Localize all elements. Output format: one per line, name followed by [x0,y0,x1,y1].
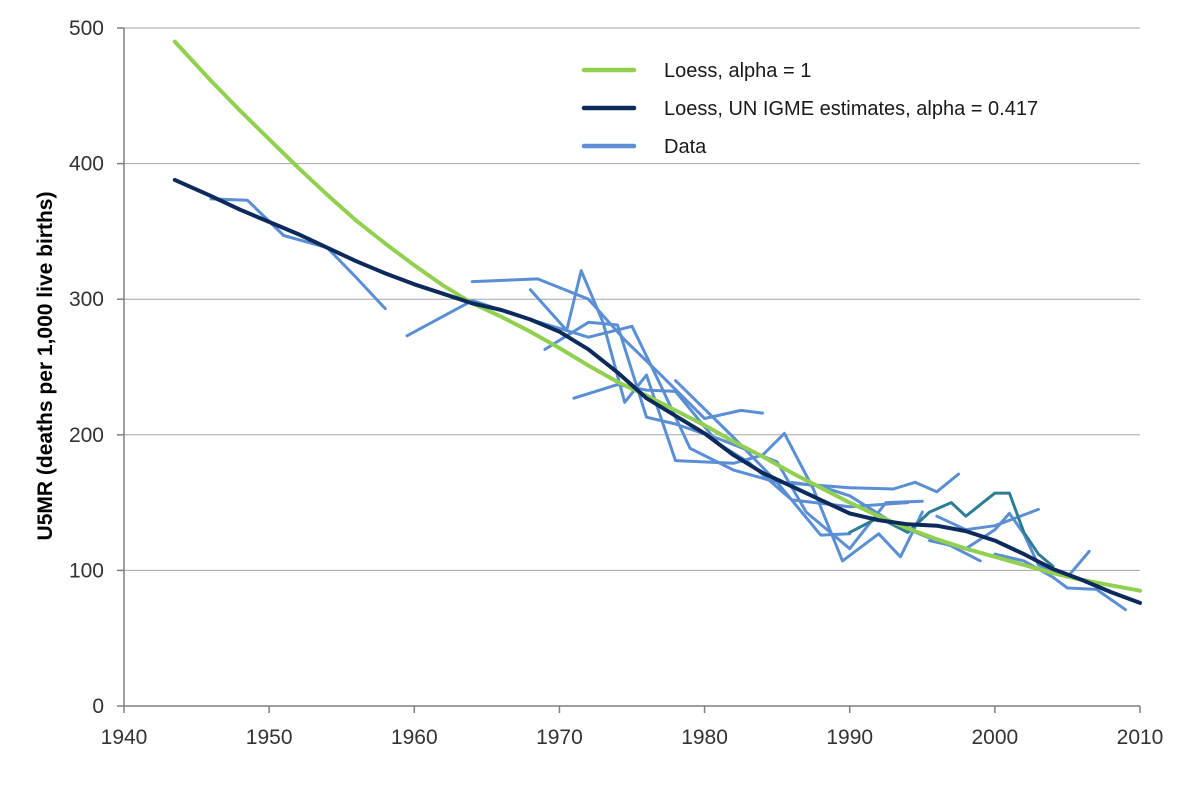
x-tick-label: 1960 [391,726,438,749]
data-series-line [935,507,1040,532]
y-tick-label: 300 [69,288,104,311]
data-series-line [405,299,852,537]
y-tick-label: 500 [69,17,104,40]
y-tick-label: 0 [92,695,104,718]
legend-label: Loess, UN IGME estimates, alpha = 0.417 [664,98,1038,120]
legend: Loess, alpha = 1 Loess, UN IGME estimates… [581,60,1038,158]
legend-label: Data [664,136,707,158]
y-axis-title: U5MR (deaths per 1,000 live births) [34,192,57,541]
x-tick-label: 1950 [246,726,293,749]
x-tick-label: 1990 [826,726,873,749]
y-tick-label: 100 [69,559,104,582]
x-tick-label: 1980 [681,726,728,749]
data-series-line [543,320,924,551]
x-tick-label: 2010 [1117,726,1164,749]
series-lines [172,39,1142,612]
data-series-line [993,552,1127,612]
y-tick-label: 200 [69,424,104,447]
legend-label: Loess, alpha = 1 [664,60,811,82]
data-series-line [470,277,765,420]
loess-igme-line [172,177,1142,605]
axes: 0 100 200 300 400 500 1940 1950 1960 1970 1980 1990… [69,17,1163,749]
x-tick-label: 2000 [971,726,1018,749]
y-tick-label: 400 [69,153,104,176]
data-series-line [209,197,387,311]
loess-alpha1-line [172,39,1142,593]
x-tick-label: 1970 [536,726,583,749]
data-series-line [848,491,1055,568]
data-series-line [528,269,924,563]
x-tick-label: 1940 [101,726,148,749]
data-series-line [674,379,961,494]
